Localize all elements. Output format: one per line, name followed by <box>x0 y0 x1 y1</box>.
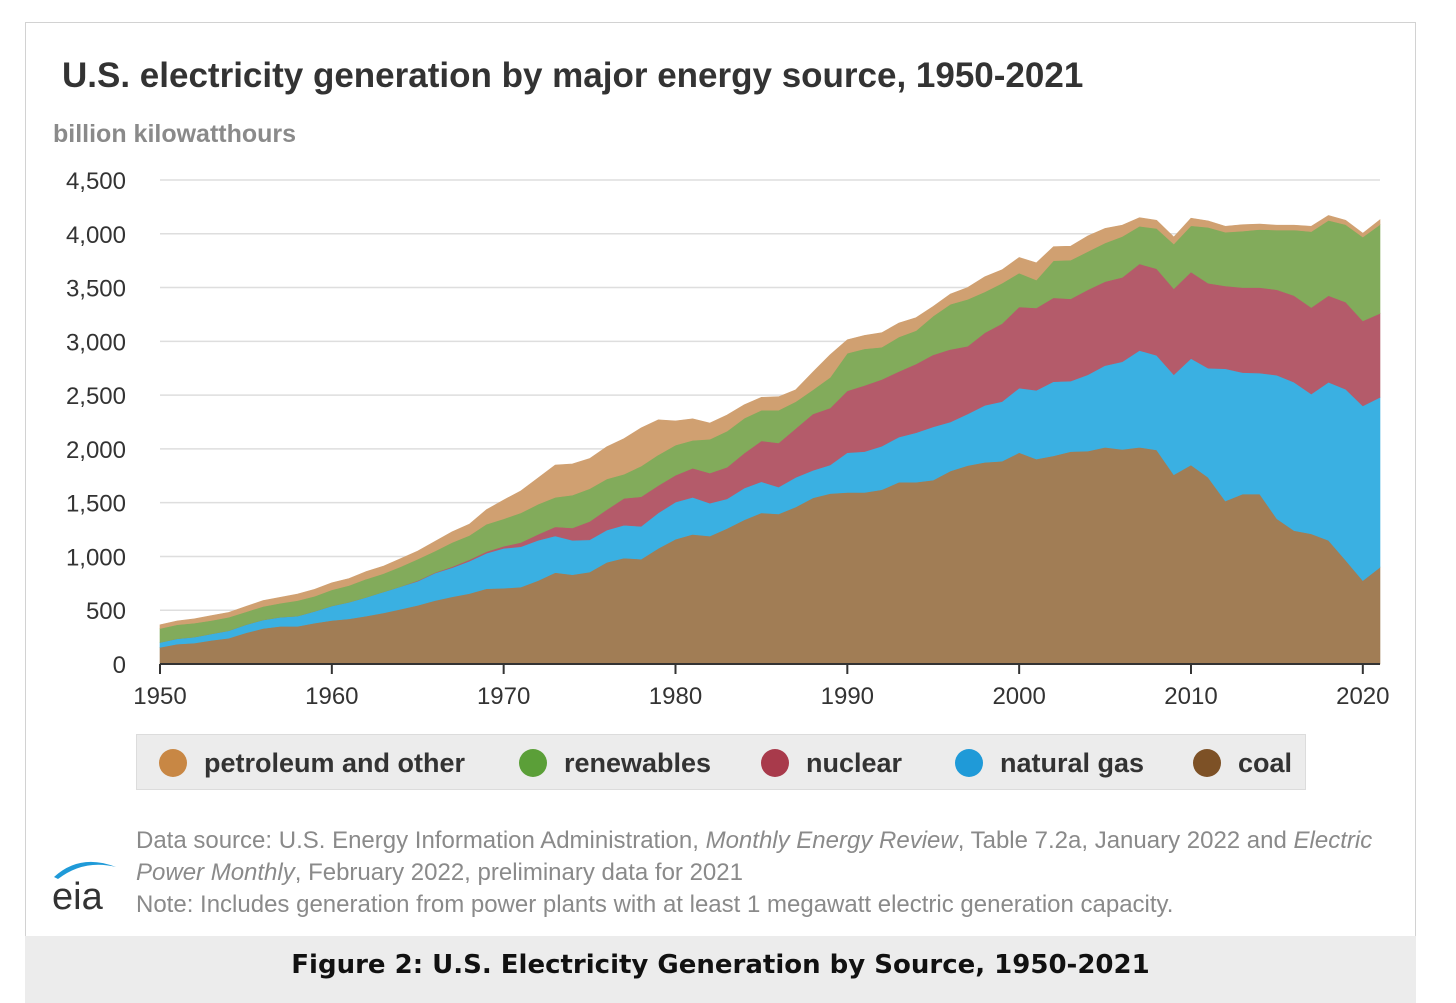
x-tick-label: 1950 <box>133 683 186 710</box>
legend-item-nuclear[interactable]: nuclear <box>761 735 902 791</box>
legend-swatch-renewables <box>519 749 547 777</box>
source-publication: Electric <box>1293 827 1373 854</box>
x-tick-label: 1970 <box>477 683 530 710</box>
chart-title: U.S. electricity generation by major ene… <box>62 56 1084 95</box>
y-tick-label: 3,500 <box>66 276 126 303</box>
legend-swatch-coal <box>1193 749 1221 777</box>
y-tick-label: 2,500 <box>66 383 126 410</box>
x-tick-label: 2020 <box>1336 683 1389 710</box>
legend-label-natural-gas: natural gas <box>1000 747 1145 778</box>
axes: 0 500 1,000 1,500 2,000 2,500 3,000 3,500 4,000 4… <box>66 168 1390 710</box>
source-line-1: Data source: U.S. Energy Information Adm… <box>136 825 1404 857</box>
y-tick-label: 4,000 <box>66 222 126 249</box>
y-tick-label: 3,000 <box>66 329 126 356</box>
eia-logo-swoosh <box>54 861 116 879</box>
legend-swatch-natural-gas <box>955 749 983 777</box>
source-text: , Table 7.2a, January 2022 and <box>957 827 1294 854</box>
eia-logo-icon: eia <box>52 861 116 915</box>
y-tick-label: 500 <box>86 598 126 625</box>
figure-caption-bar: Figure 2: U.S. Electricity Generation by… <box>25 936 1416 1003</box>
source-line-2: Power Monthly, February 2022, preliminar… <box>136 857 1404 889</box>
legend-swatch-nuclear <box>761 749 789 777</box>
y-tick-label: 1,000 <box>66 544 126 571</box>
eia-logo-text: eia <box>52 876 104 915</box>
legend-item-coal[interactable]: coal <box>1193 735 1292 791</box>
legend-item-natural-gas[interactable]: natural gas <box>955 735 1144 791</box>
y-tick-label: 2,000 <box>66 437 126 464</box>
y-tick-label: 0 <box>113 652 126 679</box>
stacked-areas <box>159 215 1381 665</box>
legend-label-petroleum: petroleum and other <box>204 747 466 778</box>
x-tick-label: 1960 <box>305 683 358 710</box>
y-tick-label: 4,500 <box>66 168 126 195</box>
legend-swatch-petroleum <box>159 749 187 777</box>
source-publication: Power Monthly <box>136 859 295 886</box>
note-line: Note: Includes generation from power pla… <box>136 891 1174 918</box>
area-chart: 0 500 1,000 1,500 2,000 2,500 3,000 3,500 4,000 4… <box>66 168 1390 710</box>
legend-label-nuclear: nuclear <box>806 747 903 778</box>
area-petroleum-and-other <box>159 215 1381 629</box>
legend: petroleum and other renewables nuclear n… <box>136 734 1306 790</box>
y-axis-unit-label: billion kilowatthours <box>53 120 297 148</box>
legend-item-petroleum[interactable]: petroleum and other <box>159 735 465 791</box>
legend-label-renewables: renewables <box>564 747 712 778</box>
x-tick-label: 2010 <box>1164 683 1217 710</box>
legend-item-renewables[interactable]: renewables <box>519 735 711 791</box>
source-text: Data source: U.S. Energy Information Adm… <box>136 827 706 854</box>
data-source-note: Data source: U.S. Energy Information Adm… <box>136 825 1404 921</box>
source-text: , February 2022, preliminary data for 20… <box>294 859 743 886</box>
legend-label-coal: coal <box>1238 747 1293 778</box>
x-tick-label: 1980 <box>649 683 702 710</box>
x-tick-label: 1990 <box>821 683 874 710</box>
figure-caption: Figure 2: U.S. Electricity Generation by… <box>291 950 1150 980</box>
source-publication: Monthly Energy Review <box>705 827 958 854</box>
x-tick-label: 2000 <box>992 683 1045 710</box>
y-tick-label: 1,500 <box>66 491 126 518</box>
